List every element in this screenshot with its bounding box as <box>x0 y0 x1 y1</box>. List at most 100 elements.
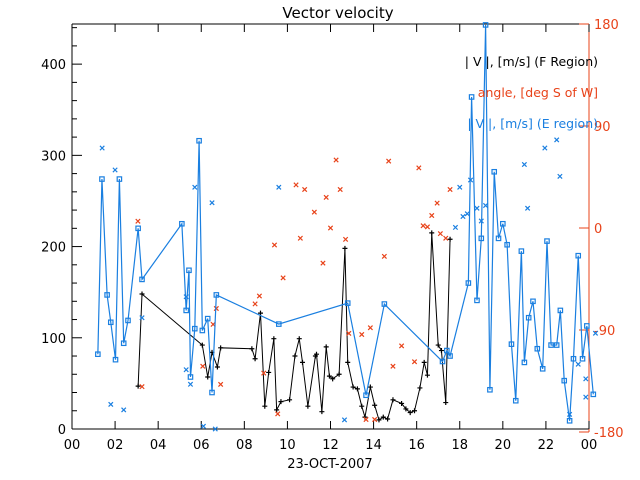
data-point <box>561 377 568 384</box>
data-point <box>200 363 206 369</box>
data-point <box>287 397 293 403</box>
data-point <box>293 182 299 188</box>
data-point <box>320 260 326 266</box>
data-point <box>139 291 145 297</box>
data-point <box>583 376 589 382</box>
data-point <box>350 384 356 390</box>
data-point <box>554 137 560 143</box>
y-right-tick-label: 180 <box>594 18 619 33</box>
data-point <box>330 376 336 382</box>
data-point <box>249 346 255 352</box>
data-point <box>390 397 396 403</box>
data-point <box>386 158 392 164</box>
data-point <box>135 218 141 224</box>
data-point <box>107 319 114 326</box>
data-point <box>411 359 418 365</box>
x-tick-label: 00 <box>581 438 598 453</box>
series-line <box>97 24 594 421</box>
data-point <box>500 220 506 227</box>
data-point <box>95 351 101 358</box>
x-tick-label: 04 <box>150 438 167 453</box>
data-point <box>278 399 284 405</box>
legend-label-e-region: | V |, [m/s] (E region) <box>467 116 598 131</box>
data-point <box>337 186 343 193</box>
data-point <box>403 406 409 412</box>
data-point <box>274 407 280 413</box>
series-3 <box>99 137 599 432</box>
data-point <box>297 235 303 241</box>
data-point <box>575 252 582 259</box>
legend-label-angle: angle, [deg S of W] <box>478 85 598 100</box>
data-point <box>199 327 206 334</box>
y-tick-label: 400 <box>41 58 66 73</box>
data-point <box>482 22 489 28</box>
data-point <box>252 301 258 307</box>
axes: 00 02 04 06 08 10 12 14 16 18 20 22 0001002003004001… <box>41 18 623 453</box>
data-point <box>508 341 515 347</box>
data-point <box>199 342 205 348</box>
data-point <box>305 403 311 409</box>
data-point <box>372 416 378 423</box>
data-point <box>319 409 325 415</box>
data-point <box>443 235 449 241</box>
data-point <box>191 325 198 332</box>
data-point <box>438 348 444 354</box>
x-tick-label: 18 <box>451 438 468 453</box>
data-point <box>447 236 453 242</box>
data-point <box>575 361 581 367</box>
data-point <box>359 403 365 409</box>
data-point <box>416 165 422 171</box>
data-point <box>424 372 430 378</box>
data-point <box>266 369 272 375</box>
data-point <box>179 220 185 227</box>
data-point <box>592 330 599 336</box>
data-point <box>590 391 597 398</box>
data-point <box>518 248 525 254</box>
data-point <box>99 145 105 151</box>
x-tick-label: 22 <box>538 438 555 453</box>
data-point <box>183 294 189 300</box>
data-point <box>468 94 475 100</box>
chart-title: Vector velocity <box>282 4 393 22</box>
data-point <box>435 342 441 348</box>
data-point <box>495 235 502 242</box>
data-point <box>530 298 536 305</box>
data-point <box>367 384 373 390</box>
y-tick-label: 300 <box>41 149 66 164</box>
data-point <box>116 176 123 182</box>
data-point <box>467 177 474 183</box>
data-point <box>491 168 498 175</box>
data-point <box>135 383 141 389</box>
data-point <box>579 355 586 362</box>
data-point <box>380 414 386 420</box>
x-tick-label: 08 <box>236 438 253 453</box>
data-point <box>460 213 466 220</box>
data-point <box>457 184 463 190</box>
data-point <box>125 317 131 324</box>
x-axis-label: 23-OCT-2007 <box>287 457 372 472</box>
data-point <box>276 321 282 327</box>
data-point <box>212 426 218 432</box>
x-tick-label: 14 <box>365 438 382 453</box>
data-point <box>196 137 202 144</box>
data-point <box>313 351 319 357</box>
data-point <box>183 367 189 373</box>
data-point <box>504 241 510 248</box>
legend-label-f-region: | V |, [m/s] (F Region) <box>465 54 598 69</box>
data-point <box>200 423 207 429</box>
data-point <box>487 386 493 393</box>
data-point <box>99 176 105 182</box>
data-point <box>296 336 302 342</box>
data-point <box>390 363 396 369</box>
data-point <box>521 359 528 366</box>
data-point <box>548 342 554 348</box>
data-point <box>112 356 119 363</box>
data-point <box>482 202 489 209</box>
data-point <box>121 407 127 413</box>
data-point <box>464 211 470 217</box>
data-point <box>447 353 453 359</box>
data-point <box>271 242 278 248</box>
data-point <box>452 224 459 231</box>
y-tick-label: 200 <box>41 241 66 256</box>
data-point <box>539 365 546 372</box>
